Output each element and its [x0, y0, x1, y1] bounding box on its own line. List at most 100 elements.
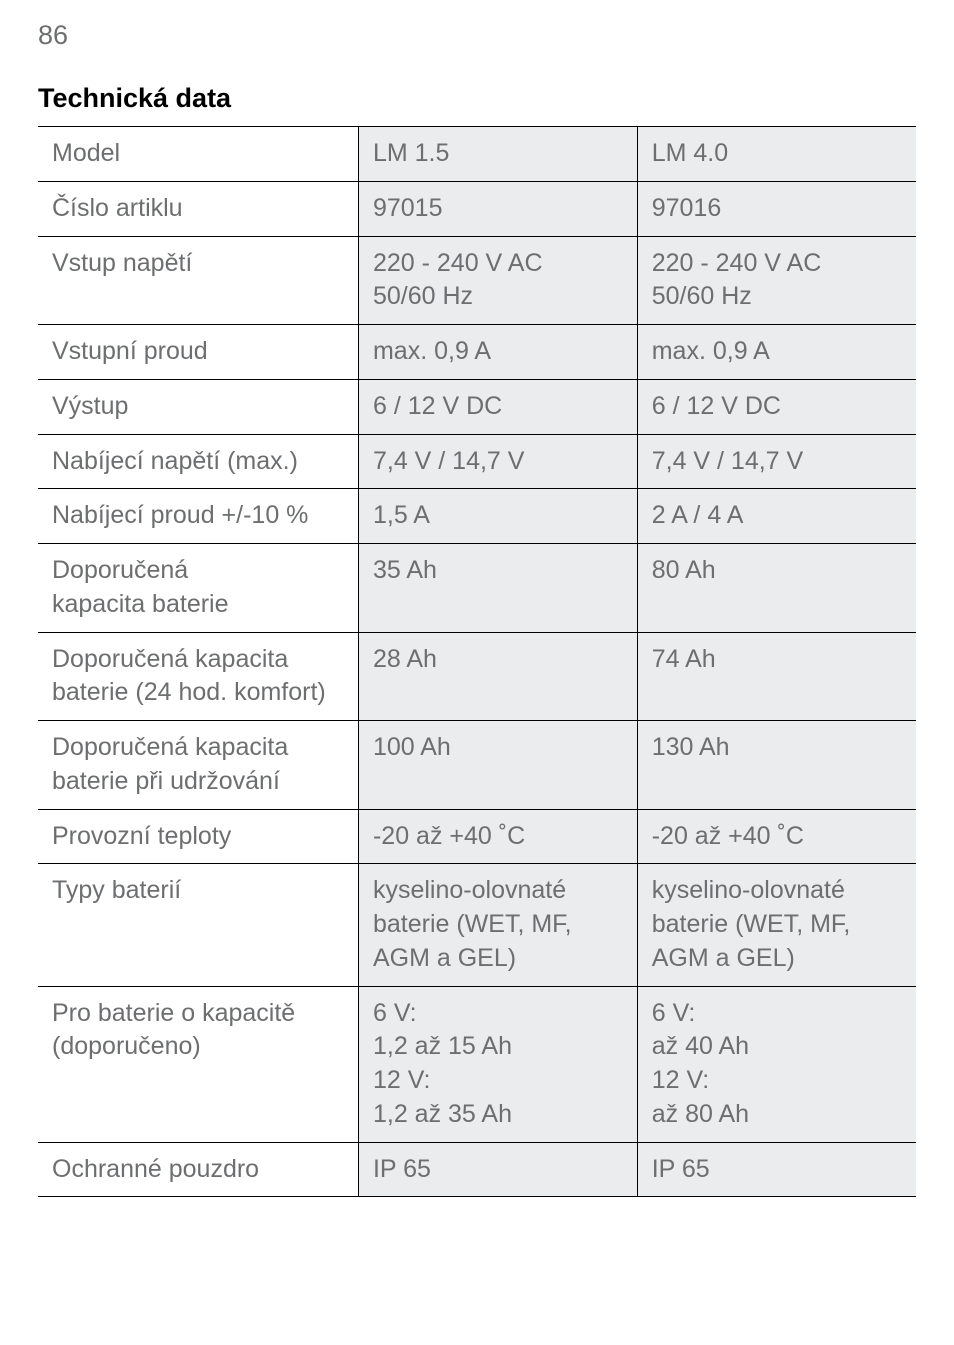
row-value-2: max. 0,9 A [637, 325, 916, 380]
row-label: Doporučenákapacita baterie [38, 544, 358, 633]
row-label: Ochranné pouzdro [38, 1142, 358, 1197]
row-value-1-line: LM 1.5 [373, 137, 625, 171]
row-label: Číslo artiklu [38, 181, 358, 236]
row-value-1-line: 97015 [373, 192, 625, 226]
row-label-line: Model [52, 137, 346, 171]
table-row: Vstup napětí220 - 240 V AC50/60 Hz220 - … [38, 236, 916, 325]
row-value-1-line: max. 0,9 A [373, 335, 625, 369]
row-value-2: 80 Ah [637, 544, 916, 633]
row-label-line: Provozní teploty [52, 820, 346, 854]
section-title: Technická data [38, 83, 916, 114]
row-value-1: 6 V:1,2 až 15 Ah12 V:1,2 až 35 Ah [358, 986, 637, 1142]
row-label: Doporučená kapacitabaterie (24 hod. komf… [38, 632, 358, 721]
row-label-line: (doporučeno) [52, 1030, 346, 1064]
row-value-1: 7,4 V / 14,7 V [358, 434, 637, 489]
row-value-2-line: 6 / 12 V DC [652, 390, 904, 424]
row-value-2: 74 Ah [637, 632, 916, 721]
row-value-2: kyselino-olovnatébaterie (WET, MF,AGM a … [637, 864, 916, 986]
row-label-line: Nabíjecí napětí (max.) [52, 445, 346, 479]
row-value-1: LM 1.5 [358, 127, 637, 182]
row-value-1-line: 1,2 až 15 Ah [373, 1030, 625, 1064]
row-value-2-line: 50/60 Hz [652, 280, 904, 314]
row-value-2: 6 V:až 40 Ah12 V:až 80 Ah [637, 986, 916, 1142]
row-value-1-line: 6 / 12 V DC [373, 390, 625, 424]
row-value-2-line: 2 A / 4 A [652, 499, 904, 533]
row-label: Výstup [38, 379, 358, 434]
row-value-1: max. 0,9 A [358, 325, 637, 380]
row-value-2-line: AGM a GEL) [652, 942, 904, 976]
row-value-2-line: baterie (WET, MF, [652, 908, 904, 942]
row-value-1: 100 Ah [358, 721, 637, 810]
document-page: 86 Technická data Model LM 1.5 LM 4.0 Číslo… [0, 0, 954, 1345]
table-row: Výstup 6 / 12 V DC 6 / 12 V DC [38, 379, 916, 434]
row-value-1-line: 100 Ah [373, 731, 625, 765]
row-label: Typy baterií [38, 864, 358, 986]
row-value-2: 6 / 12 V DC [637, 379, 916, 434]
row-label: Provozní teploty [38, 809, 358, 864]
row-value-1: 220 - 240 V AC50/60 Hz [358, 236, 637, 325]
row-value-2-line: 220 - 240 V AC [652, 247, 904, 281]
row-value-1: -20 až +40 ˚C [358, 809, 637, 864]
row-value-1-line: 28 Ah [373, 643, 625, 677]
row-value-2-line: 12 V: [652, 1064, 904, 1098]
row-value-2: 130 Ah [637, 721, 916, 810]
row-label-line: kapacita baterie [52, 588, 346, 622]
row-value-2: 2 A / 4 A [637, 489, 916, 544]
row-value-2: LM 4.0 [637, 127, 916, 182]
table-row: Doporučená kapacitabaterie (24 hod. komf… [38, 632, 916, 721]
row-value-2-line: 80 Ah [652, 554, 904, 588]
row-value-1-line: 1,5 A [373, 499, 625, 533]
row-value-1: kyselino-olovnatébaterie (WET, MF,AGM a … [358, 864, 637, 986]
row-label: Nabíjecí proud +/-10 % [38, 489, 358, 544]
row-value-1-line: AGM a GEL) [373, 942, 625, 976]
table-row: Ochranné pouzdro IP 65 IP 65 [38, 1142, 916, 1197]
row-value-2-line: 97016 [652, 192, 904, 226]
row-value-2-line: 74 Ah [652, 643, 904, 677]
table-row: Vstupní proud max. 0,9 A max. 0,9 A [38, 325, 916, 380]
row-label-line: Vstupní proud [52, 335, 346, 369]
row-label-line: Doporučená kapacita [52, 643, 346, 677]
table-row: Nabíjecí napětí (max.) 7,4 V / 14,7 V 7,4 … [38, 434, 916, 489]
row-value-2: 7,4 V / 14,7 V [637, 434, 916, 489]
row-label: Model [38, 127, 358, 182]
row-value-2-line: IP 65 [652, 1153, 904, 1187]
row-value-2-line: -20 až +40 ˚C [652, 820, 904, 854]
row-value-1: 97015 [358, 181, 637, 236]
row-value-1-line: baterie (WET, MF, [373, 908, 625, 942]
row-label-line: Typy baterií [52, 874, 346, 908]
spec-table-body: Model LM 1.5 LM 4.0 Číslo artiklu 97015 97016… [38, 127, 916, 1197]
table-row: Číslo artiklu 97015 97016 [38, 181, 916, 236]
row-value-2-line: 7,4 V / 14,7 V [652, 445, 904, 479]
row-value-2: 220 - 240 V AC50/60 Hz [637, 236, 916, 325]
row-value-2-line: 130 Ah [652, 731, 904, 765]
row-label-line: Ochranné pouzdro [52, 1153, 346, 1187]
row-value-2-line: až 80 Ah [652, 1098, 904, 1132]
row-value-2-line: kyselino-olovnaté [652, 874, 904, 908]
spec-table: Model LM 1.5 LM 4.0 Číslo artiklu 97015 97016… [38, 126, 916, 1197]
page-number: 86 [38, 20, 916, 51]
row-label: Vstup napětí [38, 236, 358, 325]
row-label-line: Pro baterie o kapacitě [52, 997, 346, 1031]
row-value-2-line: LM 4.0 [652, 137, 904, 171]
row-value-2: -20 až +40 ˚C [637, 809, 916, 864]
row-value-2: 97016 [637, 181, 916, 236]
row-value-1-line: 6 V: [373, 997, 625, 1031]
row-value-1: 6 / 12 V DC [358, 379, 637, 434]
table-row: Nabíjecí proud +/-10 % 1,5 A 2 A / 4 A [38, 489, 916, 544]
row-value-1-line: 35 Ah [373, 554, 625, 588]
row-value-1: 28 Ah [358, 632, 637, 721]
row-label-line: Vstup napětí [52, 247, 346, 281]
row-label-line: Nabíjecí proud +/-10 % [52, 499, 346, 533]
row-value-1-line: 7,4 V / 14,7 V [373, 445, 625, 479]
row-value-2-line: max. 0,9 A [652, 335, 904, 369]
row-label-line: Výstup [52, 390, 346, 424]
row-label-line: Doporučená kapacita [52, 731, 346, 765]
row-value-1-line: kyselino-olovnaté [373, 874, 625, 908]
row-value-1-line: 1,2 až 35 Ah [373, 1098, 625, 1132]
table-row: Provozní teploty -20 až +40 ˚C -20 až +40 … [38, 809, 916, 864]
table-row: Pro baterie o kapacitě(doporučeno)6 V:1,… [38, 986, 916, 1142]
row-value-1: IP 65 [358, 1142, 637, 1197]
row-value-1: 1,5 A [358, 489, 637, 544]
row-value-1-line: 220 - 240 V AC [373, 247, 625, 281]
row-value-1-line: 12 V: [373, 1064, 625, 1098]
